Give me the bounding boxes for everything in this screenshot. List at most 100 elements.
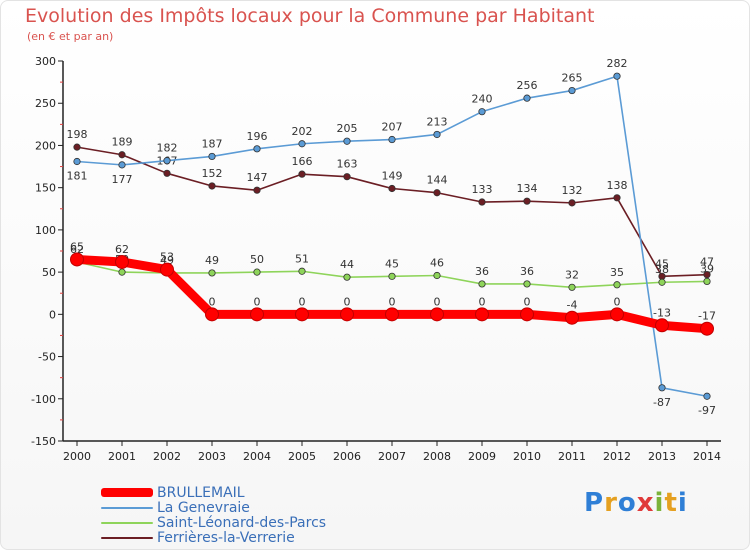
data-point xyxy=(298,140,306,148)
y-tick-label: 50 xyxy=(42,266,56,279)
logo-letter: i xyxy=(677,488,688,518)
y-tick-label: 250 xyxy=(35,97,56,110)
data-point xyxy=(385,307,399,322)
data-label: 0 xyxy=(254,295,261,308)
logo-letter: P xyxy=(584,488,605,518)
data-label: 45 xyxy=(655,257,669,270)
data-point xyxy=(568,199,576,207)
data-label: 0 xyxy=(614,295,621,308)
x-tick-label: 2002 xyxy=(153,450,181,463)
x-tick-label: 2009 xyxy=(468,450,496,463)
data-label: 62 xyxy=(70,243,84,256)
y-tick-label: 100 xyxy=(35,224,56,237)
data-point xyxy=(343,137,351,145)
data-point xyxy=(253,268,261,276)
data-label: 152 xyxy=(202,167,223,180)
y-tick-label: 150 xyxy=(35,182,56,195)
data-label: 147 xyxy=(247,171,268,184)
x-tick-label: 2000 xyxy=(63,450,91,463)
data-point xyxy=(118,151,126,159)
data-point xyxy=(478,108,486,116)
data-label: 182 xyxy=(157,142,178,155)
logo-letter: o xyxy=(617,488,637,518)
data-point xyxy=(205,307,219,322)
data-label: 181 xyxy=(67,169,88,182)
data-point xyxy=(523,94,531,102)
data-point xyxy=(343,273,351,281)
x-tick-label: 2005 xyxy=(288,450,316,463)
data-label: 133 xyxy=(472,183,493,196)
data-label: 189 xyxy=(112,136,133,149)
legend-label: Ferrières-la-Verrerie xyxy=(157,529,295,546)
x-tick-label: 2012 xyxy=(603,450,631,463)
data-point xyxy=(163,157,171,165)
data-label: 177 xyxy=(112,173,133,186)
data-point xyxy=(700,321,714,336)
logo-letter: i xyxy=(654,488,665,518)
data-label: -97 xyxy=(698,404,716,417)
data-label: 198 xyxy=(67,128,88,141)
data-label: 202 xyxy=(292,125,313,138)
data-point xyxy=(613,194,621,202)
data-label: -4 xyxy=(567,299,578,312)
data-label: 144 xyxy=(427,174,448,187)
data-label: 65 xyxy=(70,240,84,253)
logo-letter: r xyxy=(604,488,618,518)
data-label: 149 xyxy=(382,170,403,183)
x-tick-label: 2011 xyxy=(558,450,586,463)
data-point xyxy=(70,252,84,267)
data-point xyxy=(295,307,309,322)
data-label: 0 xyxy=(524,295,531,308)
data-label: 46 xyxy=(430,256,444,269)
data-point xyxy=(298,267,306,275)
data-point xyxy=(658,384,666,392)
data-point xyxy=(343,173,351,181)
data-point xyxy=(520,307,534,322)
data-label: 50 xyxy=(250,253,264,266)
legend-swatch xyxy=(101,506,153,509)
data-point xyxy=(118,268,126,276)
data-point xyxy=(613,281,621,289)
data-label: 0 xyxy=(389,295,396,308)
logo-letter: x xyxy=(636,488,655,518)
legend-item: Ferrières-la-Verrerie xyxy=(101,529,326,546)
x-tick-label: 2007 xyxy=(378,450,406,463)
legend-label: La Genevraie xyxy=(157,499,250,516)
legend-label: BRULLEMAIL xyxy=(157,484,245,501)
data-point xyxy=(523,280,531,288)
data-point xyxy=(658,278,666,286)
data-point xyxy=(568,283,576,291)
data-point xyxy=(478,198,486,206)
y-tick-label: 200 xyxy=(35,139,56,152)
data-point xyxy=(160,262,174,277)
data-label: 196 xyxy=(247,130,268,143)
data-point xyxy=(613,72,621,80)
data-label: 256 xyxy=(517,79,538,92)
data-point xyxy=(568,86,576,95)
x-tick-label: 2006 xyxy=(333,450,361,463)
data-point xyxy=(430,307,444,322)
data-label: 39 xyxy=(700,262,714,275)
data-label: 62 xyxy=(115,243,129,256)
data-label: 213 xyxy=(427,115,448,128)
data-label: 32 xyxy=(565,268,579,281)
x-tick-label: 2010 xyxy=(513,450,541,463)
data-point xyxy=(253,145,261,153)
data-label: 207 xyxy=(382,121,403,134)
data-point xyxy=(388,272,396,280)
proxiti-logo: Proxiti xyxy=(584,488,688,518)
chart-subtitle: (en € et par an) xyxy=(27,30,114,43)
data-label: 240 xyxy=(472,93,493,106)
data-point xyxy=(610,307,624,322)
data-label: 138 xyxy=(607,179,628,192)
data-label: 205 xyxy=(337,122,358,135)
y-tick-label: 300 xyxy=(35,55,56,68)
legend-item: La Genevraie xyxy=(101,499,326,516)
data-point xyxy=(433,130,441,139)
data-point xyxy=(340,307,354,322)
data-label: 44 xyxy=(340,258,354,271)
data-label: -17 xyxy=(698,310,716,323)
data-label: -87 xyxy=(653,396,671,409)
x-tick-label: 2013 xyxy=(648,450,676,463)
